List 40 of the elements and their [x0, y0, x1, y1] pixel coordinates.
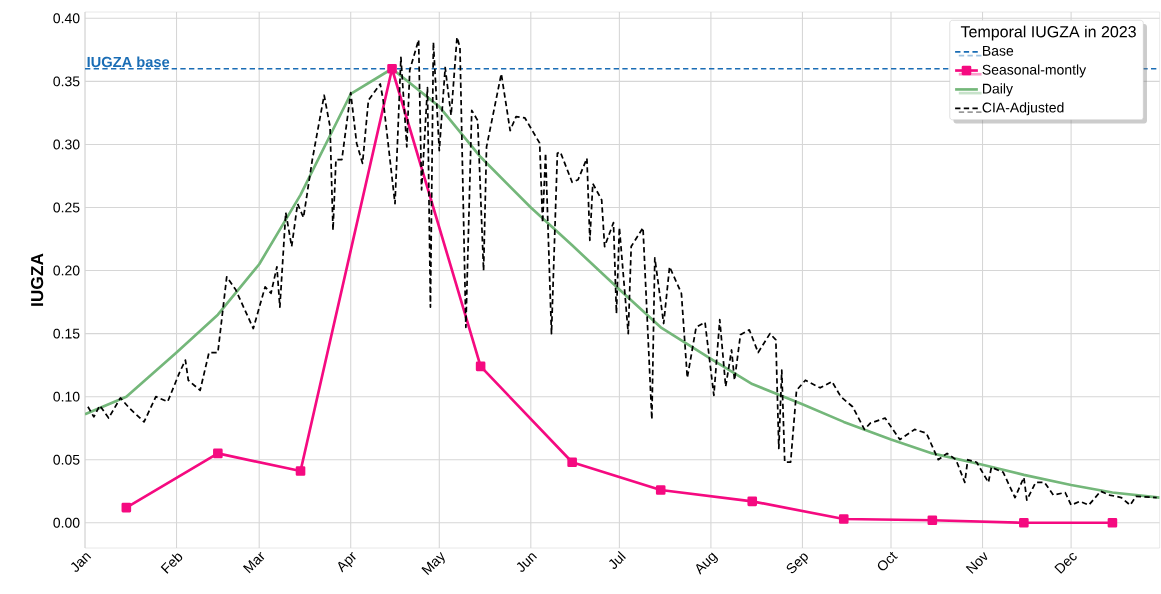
y-axis-title: IUGZA [30, 253, 44, 306]
y-tick-label: 0.30 [53, 139, 80, 150]
x-tick-label: Apr [338, 551, 356, 573]
point [838, 514, 849, 524]
point [213, 448, 223, 459]
legend-label: Daily [983, 83, 1013, 97]
annotation: IUGZA base [87, 56, 170, 68]
x-tick-label: May [421, 551, 445, 575]
point [1019, 517, 1029, 528]
y-tick-label: 0.25 [53, 202, 80, 213]
x-tick-label: Jul [609, 550, 626, 569]
point [295, 466, 306, 476]
x-tick-label: Oct [877, 551, 898, 571]
x-tick-label: Jun [516, 553, 537, 572]
y-tick-label: 0.05 [53, 454, 80, 465]
x-tick-label: Nov [965, 551, 988, 574]
y-tick-label: 0.00 [53, 517, 80, 528]
point [1107, 517, 1118, 528]
y-tick-label: 0.35 [53, 76, 80, 87]
x-tick-label: Dec [1054, 553, 1077, 574]
point [387, 63, 397, 74]
x-tick-label: Jan [71, 553, 92, 572]
x-tick-label: Aug [696, 552, 718, 575]
legend-title: Temporal IUGZA in 2023 [960, 25, 1136, 41]
y-tick-label: 0.10 [53, 391, 80, 402]
y-tick-label: 0.20 [53, 265, 80, 276]
point [747, 496, 758, 507]
x-tick-label: Feb [160, 553, 183, 574]
legend-label: Seasonal-montly [982, 64, 1087, 78]
point [475, 361, 486, 372]
x-tick-label: Sep [786, 553, 808, 574]
point [121, 502, 132, 513]
point [567, 457, 577, 468]
y-tick-label: 0.40 [53, 13, 80, 24]
x-tick-label: Mar [242, 551, 265, 574]
point [927, 515, 938, 526]
legend-label: Base [983, 46, 1014, 56]
legend-label: CIA-Adjusted [982, 102, 1064, 116]
point [655, 485, 666, 495]
y-tick-label: 0.15 [53, 328, 80, 339]
